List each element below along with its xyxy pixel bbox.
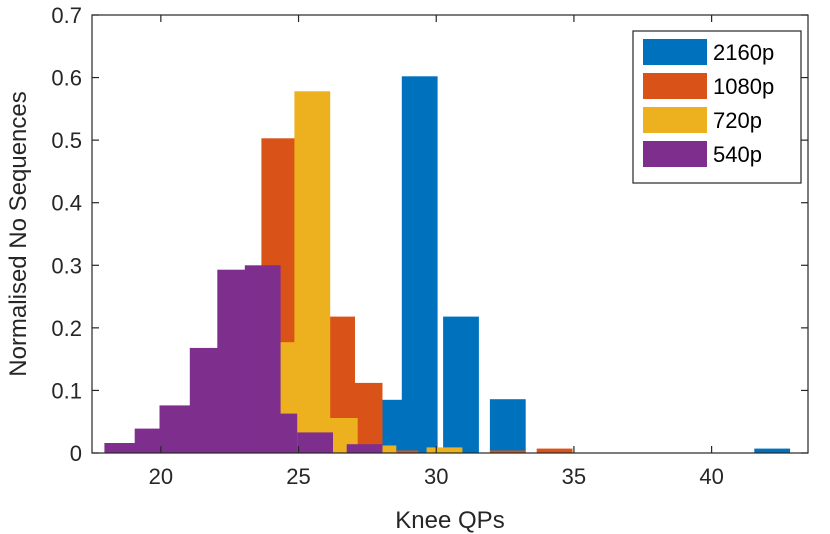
y-tick-label-7: 0.7 — [51, 3, 82, 28]
bars-layer — [104, 76, 791, 454]
legend: 2160p 1080p 720p 540p — [632, 30, 802, 184]
bar-540p-7 — [297, 432, 333, 453]
legend-label-540p: 540p — [713, 142, 762, 167]
bar-540p-2 — [159, 405, 196, 453]
x-tick-label-2: 30 — [424, 464, 448, 489]
legend-swatch-2160p — [643, 39, 707, 65]
bar-540p-0 — [104, 443, 141, 453]
bar-2160p-4 — [754, 448, 791, 453]
legend-swatch-720p — [643, 107, 707, 133]
y-tick-label-4: 0.4 — [51, 191, 82, 216]
bar-540p-6 — [261, 413, 298, 453]
y-tick-label-2: 0.2 — [51, 316, 82, 341]
y-tick-label-3: 0.3 — [51, 253, 82, 278]
bar-2160p-3 — [489, 399, 526, 453]
y-tick-label-5: 0.5 — [51, 128, 82, 153]
y-tick-label-1: 0.1 — [51, 378, 82, 403]
legend-swatch-540p — [643, 141, 707, 167]
y-tick-label-6: 0.6 — [51, 66, 82, 91]
bar-2160p-2 — [443, 316, 479, 453]
bar-720p-7 — [426, 447, 463, 453]
bar-1080p-5 — [382, 450, 419, 453]
legend-label-1080p: 1080p — [713, 74, 774, 99]
y-tick-label-0: 0 — [70, 441, 82, 466]
y-axis-label: Normalised No Sequences — [5, 91, 32, 376]
x-tick-label-1: 25 — [286, 464, 310, 489]
axes-box — [91, 14, 809, 454]
bar-540p-8 — [346, 444, 383, 453]
ticks-layer: 20 25 30 35 40 0 0.1 0.2 0.3 0.4 0.5 0.6 0.7 — [51, 3, 808, 489]
x-tick-label-4: 40 — [699, 464, 723, 489]
legend-label-2160p: 2160p — [713, 40, 774, 65]
bar-2160p-1 — [401, 76, 438, 454]
legend-label-720p: 720p — [713, 108, 762, 133]
x-tick-label-3: 35 — [562, 464, 586, 489]
bar-720p-4 — [294, 91, 331, 454]
bar-1080p-6 — [489, 450, 526, 453]
legend-swatch-1080p — [643, 73, 707, 99]
bar-1080p-7 — [536, 448, 573, 453]
x-tick-label-0: 20 — [149, 464, 173, 489]
x-axis-label: Knee QPs — [395, 507, 504, 534]
